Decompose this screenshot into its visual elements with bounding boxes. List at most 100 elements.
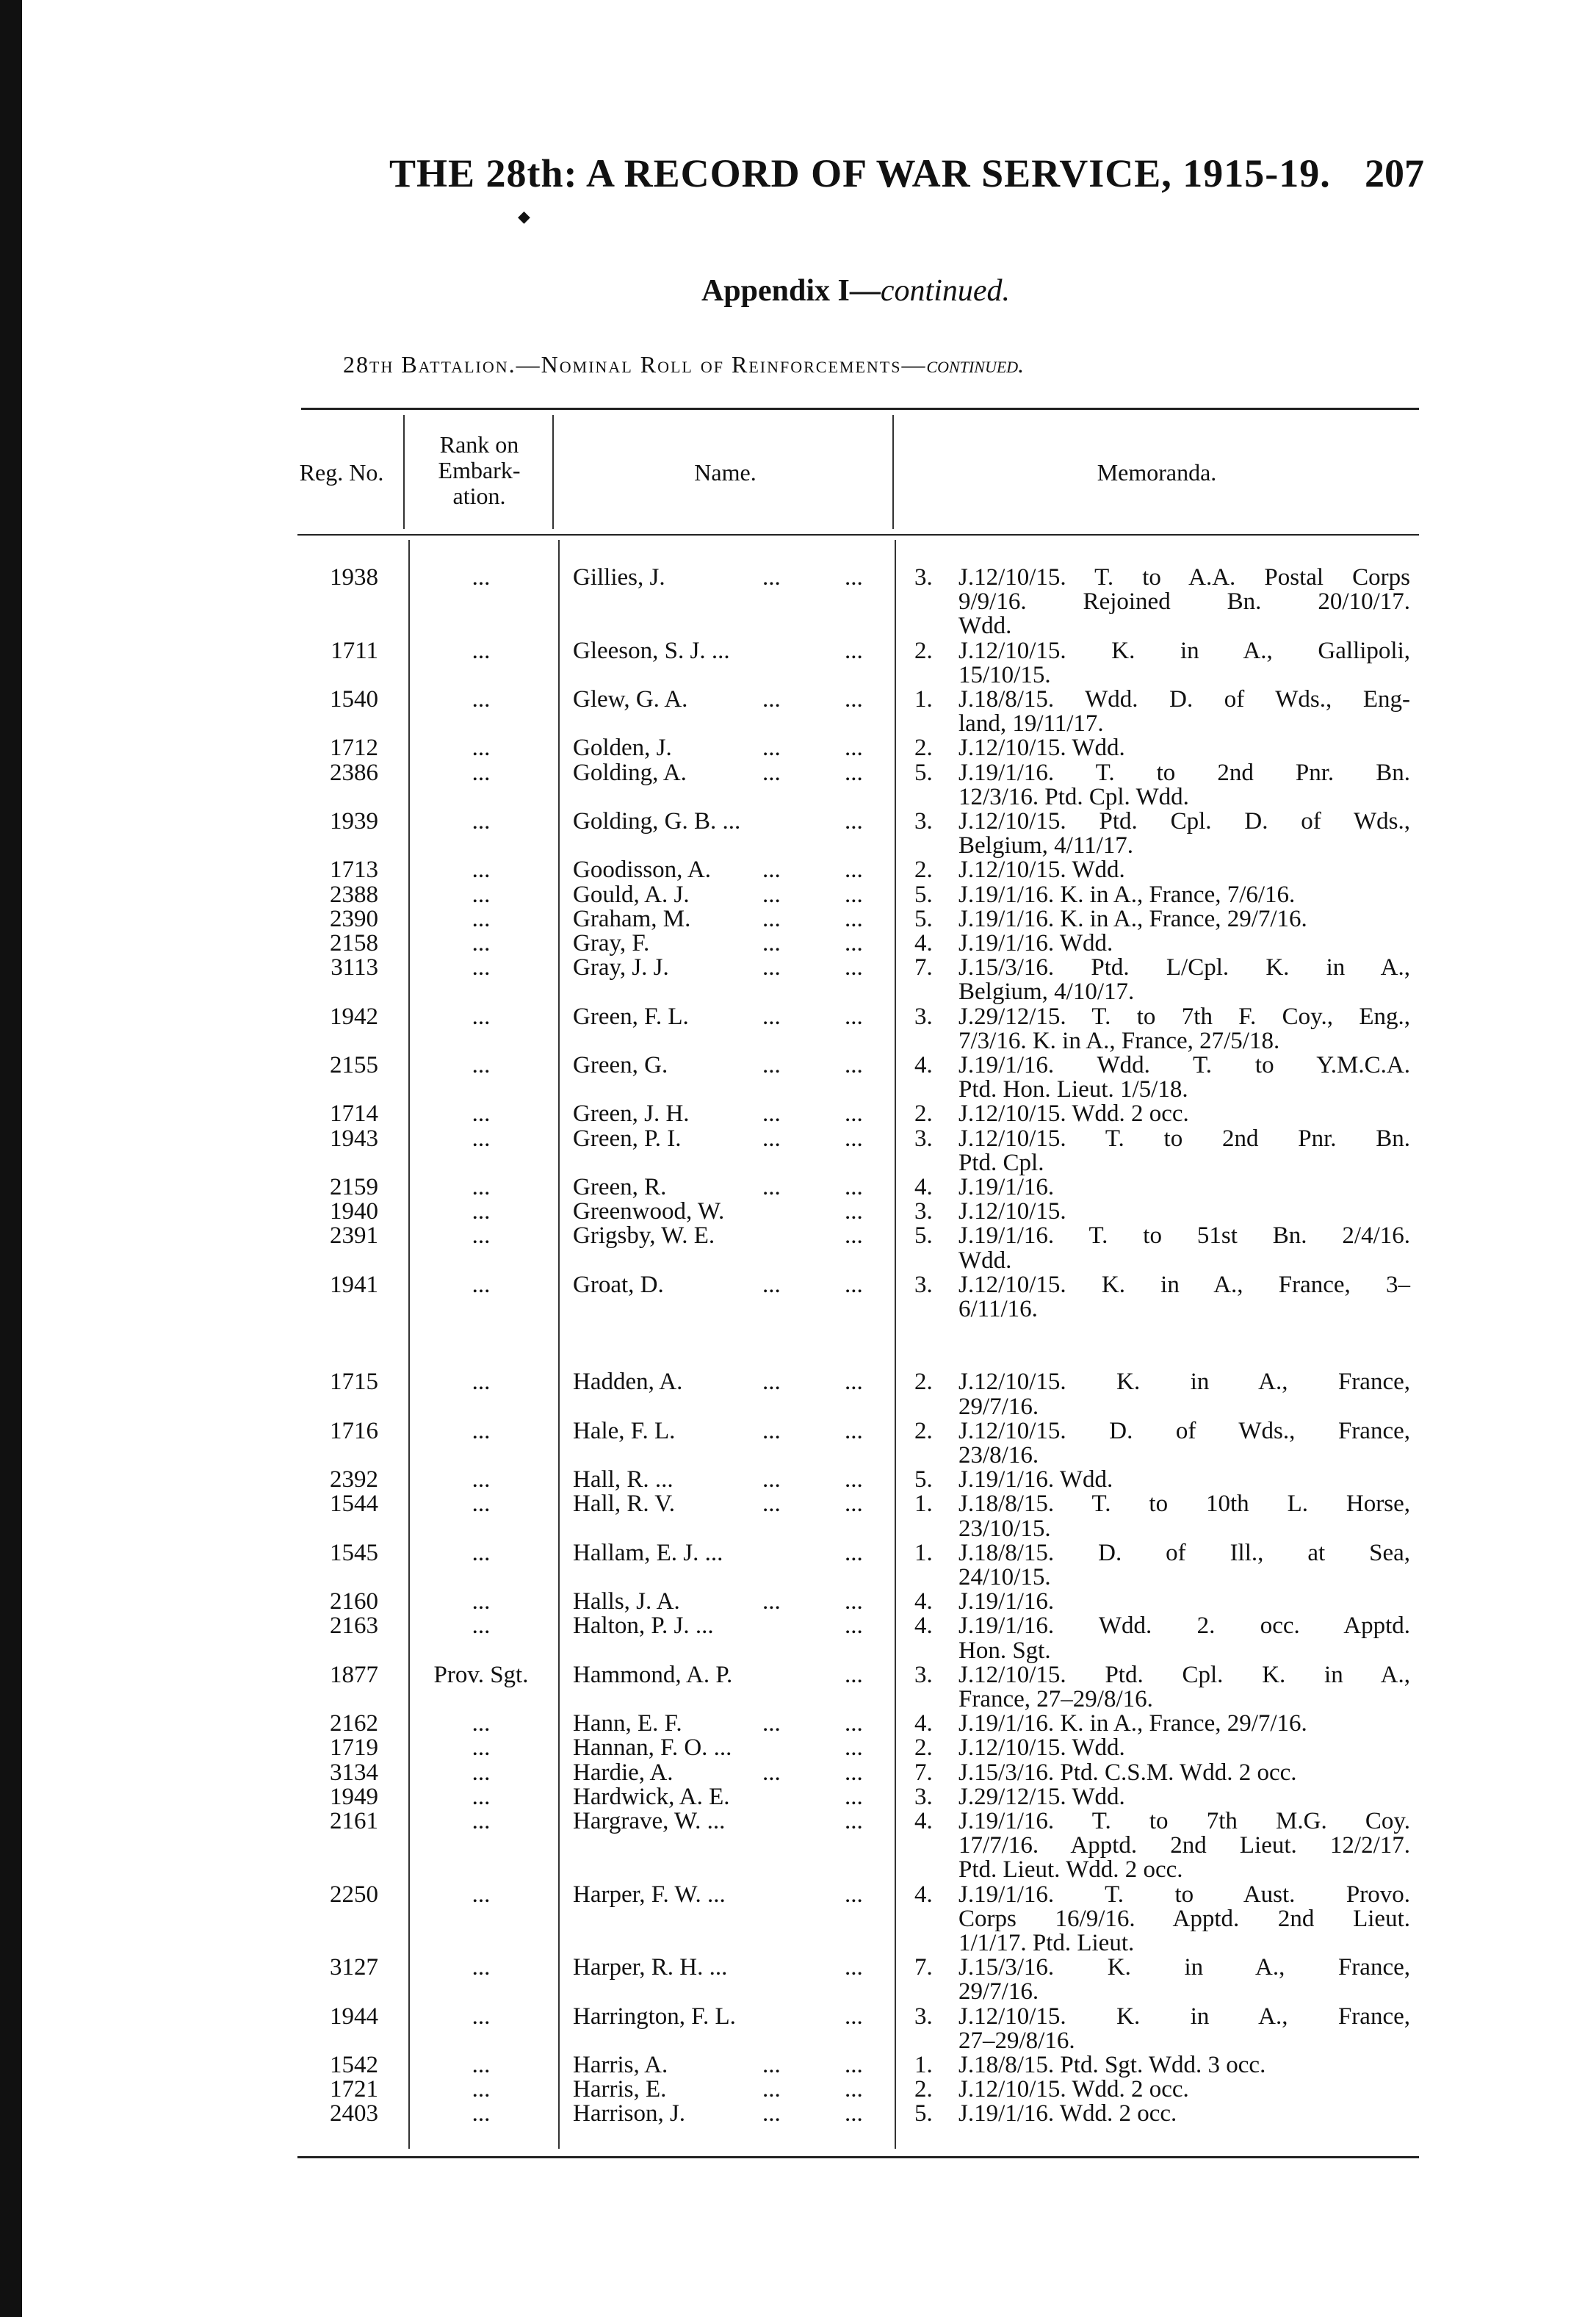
reinforcement-number: 4.: [914, 1174, 933, 1201]
appendix-continued: continued.: [880, 274, 1011, 308]
table-row: 1719... Hannan, F. O. ...... 2. J.12/10/15.…: [0, 1736, 1596, 1760]
memo-line: J.18/8/15. Ptd. Sgt. Wdd. 3 occ.: [958, 2051, 1266, 2078]
dot-leader: ...: [845, 1417, 863, 1444]
name: Halton, P. J. ...: [573, 1612, 714, 1640]
header-bottom-rule: [297, 534, 1419, 536]
reinforcement-number: 5.: [914, 1222, 933, 1250]
memo-line: J.12/10/15. Wdd. 2 occ.: [958, 1100, 1189, 1128]
memo-line: J.12/10/15. K. in A., France,: [958, 1369, 1410, 1396]
name: Green, F. L.: [573, 1003, 689, 1030]
reg-no: 1713: [330, 857, 378, 884]
rank: ...: [472, 905, 491, 932]
rank: ...: [472, 1271, 491, 1298]
name: Hallam, E. J. ...: [573, 1539, 723, 1566]
memo-line: 29/7/16.: [958, 1393, 1039, 1420]
memoranda: J.12/10/15.: [958, 1200, 1410, 1224]
name: Gould, A. J.: [573, 881, 690, 908]
dot-leader: ...: [845, 1125, 863, 1152]
reg-no: 1877: [330, 1661, 378, 1688]
dot-leader: ...: [762, 1710, 781, 1737]
name: Hannan, F. O. ...: [573, 1734, 732, 1762]
column-divider: [895, 540, 896, 2149]
memo-line: J.19/1/16. Wdd. 2. occ. Apptd.: [958, 1612, 1410, 1640]
name: Gillies, J.: [573, 564, 665, 591]
table-row: 2386... Golding, A....... 5. J.19/1/16. T. …: [0, 759, 1596, 810]
memoranda: J.12/10/15. Ptd. Cpl. K. in A., France, 2…: [958, 1662, 1410, 1712]
reg-no: 1712: [330, 735, 378, 762]
reg-no: 2155: [330, 1052, 378, 1079]
memoranda: J.12/10/15. Wdd.: [958, 736, 1410, 760]
dot-leader: ...: [762, 1759, 781, 1786]
dot-leader: ...: [762, 1174, 781, 1201]
rank: Prov. Sgt.: [433, 1661, 529, 1688]
name: Gray, J. J.: [573, 954, 669, 981]
table-row: 2392... Hall, R. ......... 5. J.19/1/16. Wd…: [0, 1466, 1596, 1493]
memoranda: J.19/1/16. T. to 51st Bn. 2/4/16. Wdd.: [958, 1224, 1410, 1273]
dot-leader: ...: [762, 1466, 781, 1493]
name: Goodisson, A.: [573, 857, 711, 884]
dot-leader: ...: [845, 564, 863, 591]
rank: ...: [472, 857, 491, 884]
memo-line: J.29/12/15. Wdd.: [958, 1783, 1125, 1810]
name: Hall, R. ...: [573, 1466, 674, 1493]
table-row: 2250... Harper, F. W. ...... 4. J.19/1/16. …: [0, 1881, 1596, 1956]
reinforcement-number: 2.: [914, 1100, 933, 1128]
page-number: 207: [1365, 151, 1424, 195]
memoranda: J.19/1/16. Wdd. 2 occ.: [958, 2102, 1410, 2126]
dot-leader: ...: [762, 686, 781, 713]
table-row: 1940... Greenwood, W.... 3. J.12/10/15.: [0, 1200, 1596, 1224]
memo-line: 23/8/16.: [958, 1441, 1039, 1469]
name: Hann, E. F.: [573, 1710, 682, 1737]
memoranda: J.12/10/15. D. of Wds., France, 23/8/16.: [958, 1419, 1410, 1468]
name: Green, J. H.: [573, 1100, 690, 1128]
reinforcement-number: 4.: [914, 1881, 933, 1908]
reg-no: 1714: [330, 1100, 378, 1128]
reinforcement-number: 1.: [914, 2051, 933, 2078]
dot-leader: ...: [762, 881, 781, 908]
reinforcement-number: 3.: [914, 808, 933, 835]
memo-line: land, 19/11/17.: [958, 710, 1104, 738]
reg-no: 2160: [330, 1588, 378, 1615]
memoranda: J.15/3/16. Ptd. C.S.M. Wdd. 2 occ.: [958, 1760, 1410, 1785]
column-header-reg-no: Reg. No.: [299, 459, 384, 486]
reinforcement-number: 3.: [914, 1125, 933, 1152]
table-row: 1944... Harrington, F. L.... 3. J.12/10/15.…: [0, 2004, 1596, 2053]
name: Hargrave, W. ...: [573, 1807, 726, 1834]
name: Green, R.: [573, 1174, 667, 1201]
memo-line: J.19/1/16. T. to 2nd Pnr. Bn.: [958, 759, 1410, 786]
memoranda: J.12/10/15. K. in A., France, 3– 6/11/16.: [958, 1272, 1410, 1322]
dot-leader: ...: [845, 1369, 863, 1396]
memo-line: Ptd. Lieut. Wdd. 2 occ.: [958, 1856, 1183, 1884]
dot-leader: ...: [845, 1052, 863, 1079]
reinforcement-number: 2.: [914, 1734, 933, 1762]
column-header-name: Name.: [694, 459, 757, 486]
table-row: 2161... Hargrave, W. ...... 4. J.19/1/16. T…: [0, 1809, 1596, 1883]
memo-line: 23/10/15.: [958, 1515, 1051, 1542]
reg-no: 3127: [330, 1954, 378, 1981]
memoranda: J.18/8/15. D. of Ill., at Sea, 24/10/15.: [958, 1541, 1410, 1590]
name: Glew, G. A.: [573, 686, 688, 713]
memoranda: J.12/10/15. Ptd. Cpl. D. of Wds., Belgium…: [958, 809, 1410, 858]
memo-line: J.19/1/16. Wdd.: [958, 1466, 1113, 1493]
memo-line: J.12/10/15. T. to 2nd Pnr. Bn.: [958, 1125, 1410, 1152]
table-row: 2159... Green, R....... 4. J.19/1/16.: [0, 1175, 1596, 1200]
table-row: 1713... Goodisson, A....... 2. J.12/10/15. …: [0, 858, 1596, 882]
memo-line: Belgium, 4/10/17.: [958, 979, 1135, 1006]
dot-leader: ...: [845, 2100, 863, 2127]
dot-leader: ...: [762, 930, 781, 957]
memo-line: 15/10/15.: [958, 661, 1051, 688]
group-separator: [0, 1322, 1596, 1370]
reg-no: 1949: [330, 1783, 378, 1810]
memo-line: 17/7/16. Apptd. 2nd Lieut. 12/2/17.: [958, 1832, 1410, 1859]
header-divider: [892, 415, 894, 529]
dot-leader: ...: [762, 735, 781, 762]
reinforcement-number: 3.: [914, 564, 933, 591]
reg-no: 1942: [330, 1003, 378, 1030]
memoranda: J.19/1/16. T. to 2nd Pnr. Bn. 12/3/16. Pt…: [958, 759, 1410, 810]
dot-leader: ...: [762, 1271, 781, 1298]
dot-leader: ...: [845, 930, 863, 957]
memoranda: J.18/8/15. T. to 10th L. Horse, 23/10/15.: [958, 1492, 1410, 1541]
dot-leader: ...: [845, 857, 863, 884]
reinforcement-number: 5.: [914, 2100, 933, 2127]
table-row: 2155... Green, G....... 4. J.19/1/16. Wdd. …: [0, 1053, 1596, 1102]
